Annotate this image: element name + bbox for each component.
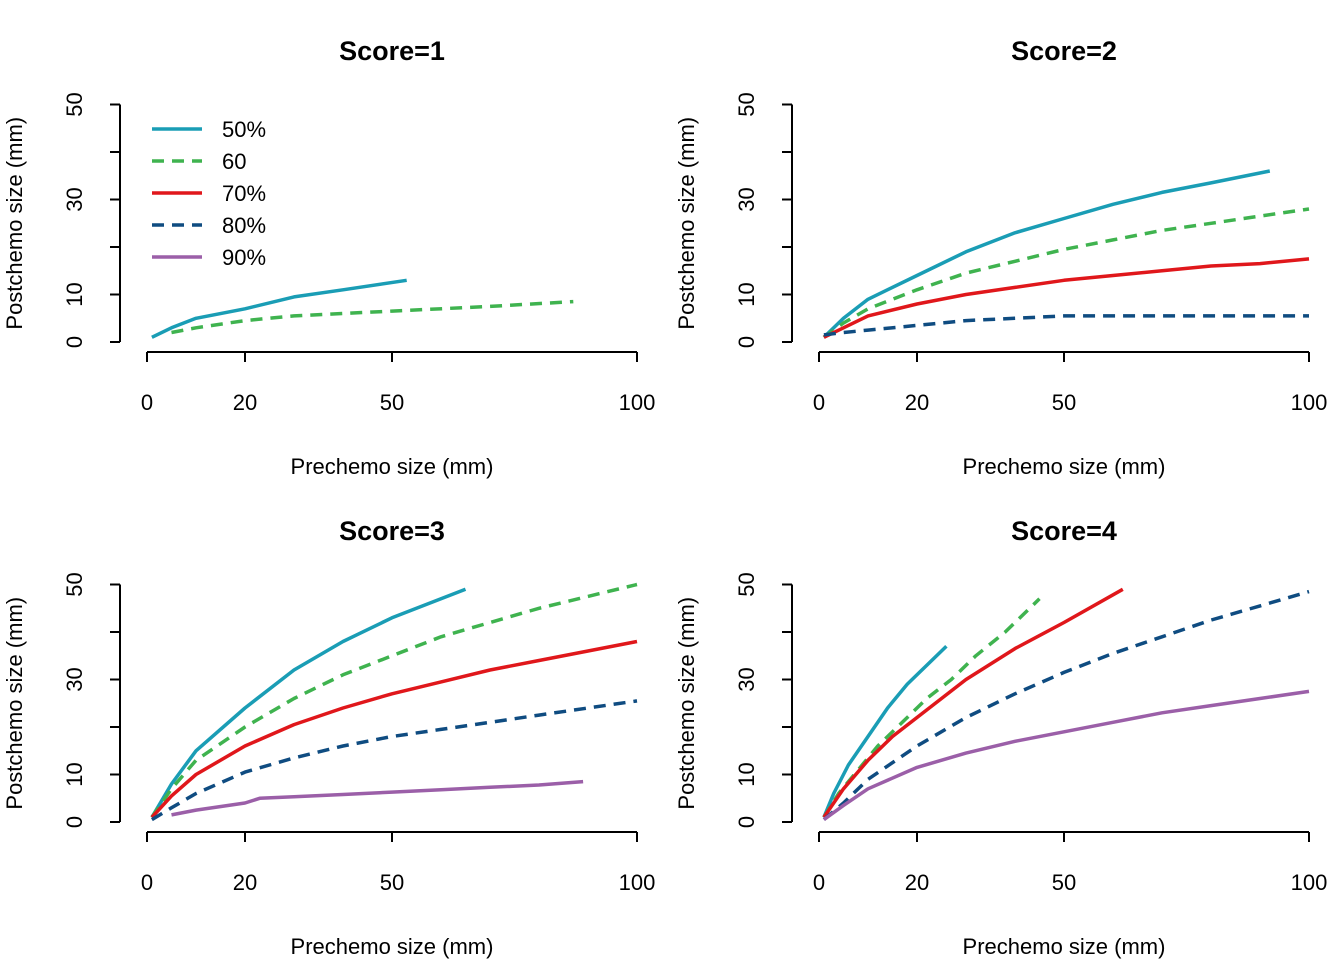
chart-title: Score=2 xyxy=(1011,36,1117,66)
y-tick-label: 10 xyxy=(62,282,87,306)
y-tick-label: 50 xyxy=(734,572,759,596)
y-tick-label: 30 xyxy=(734,667,759,691)
y-tick-label: 0 xyxy=(734,816,759,828)
y-tick-label: 50 xyxy=(62,572,87,596)
y-tick-label: 10 xyxy=(734,282,759,306)
legend-label: 70% xyxy=(222,181,266,206)
y-tick-label: 0 xyxy=(62,816,87,828)
y-tick-label: 30 xyxy=(62,187,87,211)
series-line-80pct xyxy=(150,699,638,822)
x-tick-label: 20 xyxy=(233,870,257,895)
series-line-90pct xyxy=(171,779,584,817)
x-tick-label: 0 xyxy=(141,390,153,415)
y-tick-label: 50 xyxy=(734,92,759,116)
y-tick-label: 10 xyxy=(62,762,87,786)
x-tick-label: 20 xyxy=(905,390,929,415)
x-tick-label: 100 xyxy=(619,390,656,415)
series-line-60 xyxy=(822,207,1310,339)
x-tick-label: 20 xyxy=(233,390,257,415)
chart-panel-1: Score=1 0 20 50 100 0 10 30 50 Prechemo size (mm)… xyxy=(2,36,655,479)
legend-label: 80% xyxy=(222,213,266,238)
chart-panel-3: Score=3 0 20 50 100 0 10 30 50 Prechemo size (mm)… xyxy=(2,516,655,959)
series-line-60 xyxy=(171,299,574,335)
y-tick-label: 30 xyxy=(62,667,87,691)
x-tick-label: 50 xyxy=(1052,390,1076,415)
chart-title: Score=3 xyxy=(339,516,445,546)
series-line-50pct xyxy=(822,645,948,818)
y-tick-label: 50 xyxy=(62,92,87,116)
x-axis-label: Prechemo size (mm) xyxy=(291,934,494,959)
x-tick-label: 0 xyxy=(813,390,825,415)
series-line-70pct xyxy=(822,587,1124,819)
x-tick-label: 100 xyxy=(1291,870,1328,895)
chart-panel-4: Score=4 0 20 50 100 0 10 30 50 Prechemo size (mm)… xyxy=(674,516,1327,959)
chart-panel-2: Score=2 0 20 50 100 0 10 30 50 Prechemo size (mm)… xyxy=(674,36,1327,479)
x-axis-label: Prechemo size (mm) xyxy=(291,454,494,479)
x-tick-label: 50 xyxy=(380,390,404,415)
x-tick-label: 20 xyxy=(905,870,929,895)
legend-label: 90% xyxy=(222,245,266,270)
y-axis-label: Postchemo size (mm) xyxy=(2,597,27,810)
series-line-50pct xyxy=(150,587,467,819)
series-line-70pct xyxy=(823,257,1310,339)
x-axis-label: Prechemo size (mm) xyxy=(963,454,1166,479)
y-tick-label: 0 xyxy=(734,336,759,348)
x-tick-label: 0 xyxy=(813,870,825,895)
y-tick-label: 0 xyxy=(62,336,87,348)
legend-label: 60 xyxy=(222,149,246,174)
x-axis-label: Prechemo size (mm) xyxy=(963,934,1166,959)
series-line-80pct xyxy=(823,314,1309,337)
series-line-50pct xyxy=(822,169,1271,339)
series-line-60 xyxy=(150,582,638,819)
series-line-50pct xyxy=(151,278,407,339)
chart-title: Score=4 xyxy=(1011,516,1117,546)
y-axis-label: Postchemo size (mm) xyxy=(674,597,699,810)
y-axis-label: Postchemo size (mm) xyxy=(674,117,699,330)
x-tick-label: 100 xyxy=(619,870,656,895)
chart-title: Score=1 xyxy=(339,36,445,66)
y-tick-label: 10 xyxy=(734,762,759,786)
y-tick-label: 30 xyxy=(734,187,759,211)
series-line-70pct xyxy=(150,639,638,819)
x-tick-label: 0 xyxy=(141,870,153,895)
x-tick-label: 50 xyxy=(380,870,404,895)
legend-label: 50% xyxy=(222,117,266,142)
x-tick-label: 50 xyxy=(1052,870,1076,895)
series-line-80pct xyxy=(822,589,1310,821)
x-tick-label: 100 xyxy=(1291,390,1328,415)
series-line-90pct xyxy=(822,689,1310,822)
y-axis-label: Postchemo size (mm) xyxy=(2,117,27,330)
